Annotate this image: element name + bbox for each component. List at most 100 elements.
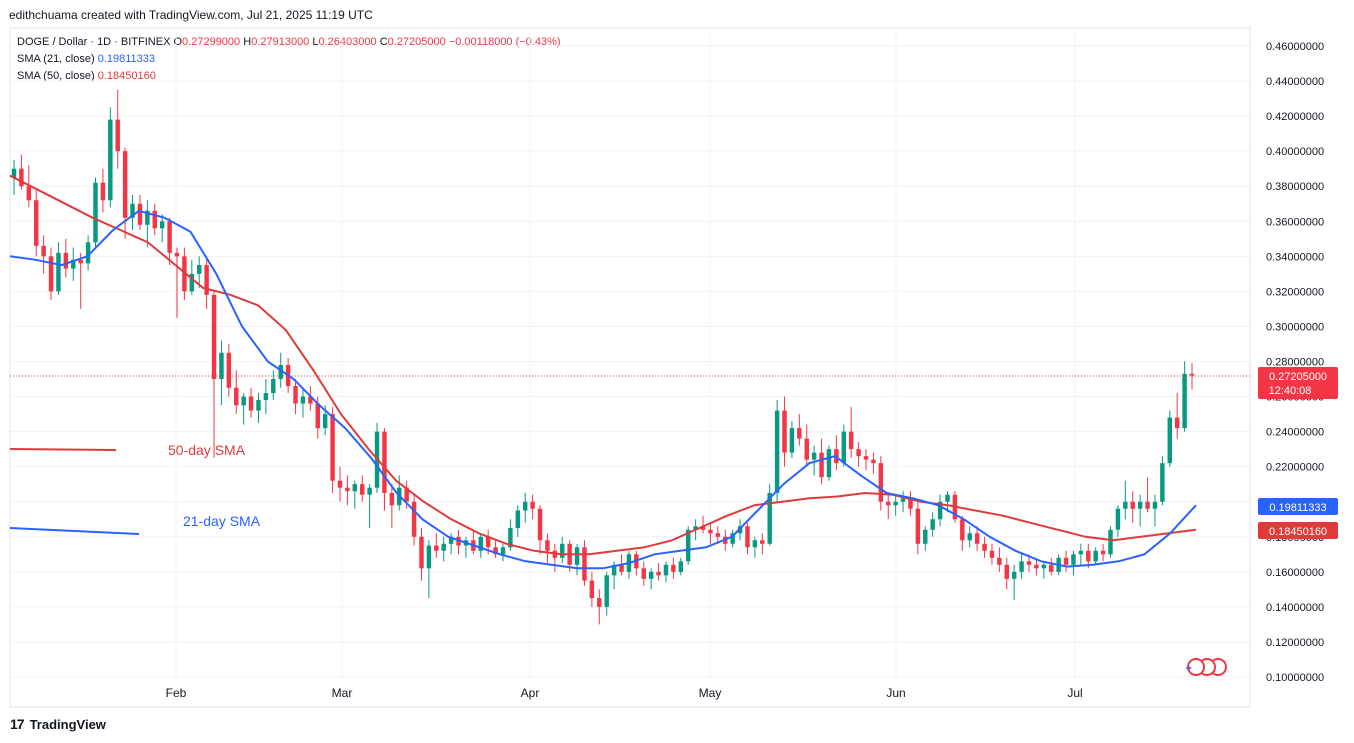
- sma21-tag-value: 0.19811333: [1269, 502, 1326, 514]
- candle-body: [419, 536, 424, 569]
- candle-body: [819, 452, 824, 478]
- candle-body: [641, 568, 646, 579]
- candle-body: [441, 543, 446, 551]
- svg-text:✦: ✦: [1184, 662, 1193, 675]
- candle: [389, 484, 395, 529]
- candle: [441, 536, 446, 562]
- candle: [530, 494, 535, 520]
- candle-body: [685, 529, 691, 562]
- candle-body: [760, 540, 765, 544]
- candle-body: [1034, 564, 1039, 569]
- candle-body: [34, 200, 39, 246]
- y-tick-label: 0.46000000: [1266, 41, 1324, 53]
- candle-body: [1093, 550, 1098, 562]
- candle: [71, 247, 76, 281]
- candle: [960, 515, 965, 551]
- candle: [811, 445, 817, 476]
- candle: [100, 168, 106, 213]
- open-label: O: [173, 36, 183, 48]
- sma21-legend-label: SMA (21, close): [17, 53, 95, 65]
- candle-body: [789, 428, 795, 453]
- candle: [219, 340, 224, 406]
- candle: [804, 424, 809, 467]
- candle: [923, 526, 928, 551]
- candle: [893, 494, 898, 516]
- candle-body: [411, 501, 417, 537]
- candle-body: [530, 501, 535, 509]
- candle-body: [708, 529, 713, 534]
- candle-body: [345, 487, 350, 492]
- candle-body: [1145, 501, 1150, 509]
- sma21-legend-row[interactable]: SMA (21, close) 0.19811333: [17, 51, 561, 68]
- candle-body: [997, 557, 1002, 565]
- candle-body: [597, 598, 602, 607]
- candle: [797, 414, 802, 446]
- candle-body: [656, 571, 661, 576]
- candle: [1049, 557, 1054, 576]
- candle-body: [693, 526, 698, 530]
- candle-body: [1189, 373, 1195, 376]
- candle: [174, 247, 180, 318]
- candle: [1100, 543, 1106, 562]
- candle: [574, 543, 580, 576]
- candle: [515, 505, 521, 537]
- candle: [678, 557, 684, 576]
- candle-body: [589, 580, 595, 599]
- candle: [1167, 410, 1172, 467]
- candle: [834, 435, 839, 471]
- y-tick-label: 0.22000000: [1266, 462, 1324, 474]
- y-axis[interactable]: 0.10000000 0.12000000 0.14000000 0.16000000…: [1266, 41, 1324, 684]
- candle-body: [974, 533, 980, 544]
- y-tick-label: 0.32000000: [1266, 286, 1324, 298]
- candle-body: [908, 498, 913, 509]
- candle: [463, 536, 469, 558]
- candle: [648, 568, 654, 590]
- x-tick-label: May: [699, 686, 722, 700]
- x-tick-label: Jul: [1067, 686, 1082, 700]
- candle-body: [1115, 508, 1121, 530]
- candle: [78, 252, 83, 309]
- candle-body: [508, 528, 513, 548]
- candle: [715, 526, 721, 544]
- candle-body: [1049, 564, 1054, 572]
- events-flag-icon[interactable]: ✦: [1184, 658, 1227, 676]
- y-tick-label: 0.28000000: [1266, 357, 1324, 369]
- tradingview-footer[interactable]: 17 TradingView: [10, 716, 106, 732]
- candle-body: [515, 510, 521, 529]
- candle-body: [167, 221, 172, 253]
- candle-body: [1026, 561, 1032, 565]
- candle-body: [137, 203, 143, 225]
- symbol-label[interactable]: DOGE / Dollar · 1D · BITFINEX: [17, 36, 171, 48]
- candle-body: [560, 543, 565, 558]
- candle: [1115, 505, 1121, 537]
- candle: [115, 89, 120, 169]
- candle-body: [671, 564, 676, 572]
- candle-body: [174, 252, 180, 257]
- sma50-legend-row[interactable]: SMA (50, close) 0.18450160: [17, 68, 561, 85]
- candle-body: [841, 431, 847, 464]
- sma21-line[interactable]: [9, 209, 1197, 570]
- candle-body: [389, 492, 395, 506]
- candle-body: [848, 431, 854, 450]
- candle-body: [434, 545, 439, 551]
- candle: [989, 543, 995, 565]
- candle: [1063, 550, 1069, 572]
- y-tick-label: 0.30000000: [1266, 321, 1324, 333]
- candle-body: [256, 400, 261, 411]
- candle-body: [100, 182, 106, 201]
- candle-body: [241, 396, 246, 406]
- candle: [182, 247, 187, 301]
- candle: [908, 491, 913, 516]
- candle: [982, 536, 987, 558]
- x-axis[interactable]: Feb Mar Apr May Jun Jul: [166, 686, 1083, 700]
- candle-body: [1137, 501, 1143, 509]
- candle-body: [271, 379, 276, 394]
- candle-body: [804, 438, 809, 460]
- candle-body: [774, 410, 780, 493]
- candle: [63, 238, 69, 278]
- candle: [582, 540, 587, 586]
- candle: [663, 561, 669, 583]
- candle: [367, 484, 372, 529]
- sma50-line[interactable]: [9, 174, 1197, 556]
